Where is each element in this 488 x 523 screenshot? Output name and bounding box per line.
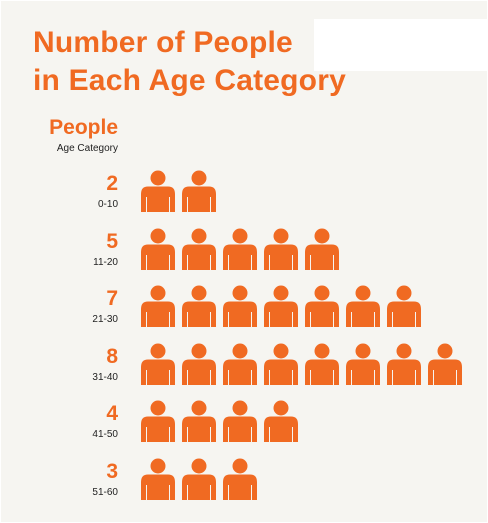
row-value-label: 4: [106, 402, 118, 425]
person-icon: [346, 285, 380, 327]
person-icon: [264, 400, 298, 442]
row-category-label: 21-30: [92, 314, 118, 325]
person-icon: [182, 170, 216, 212]
person-icon: [182, 400, 216, 442]
row-value-label: 8: [106, 344, 118, 368]
person-icon: [223, 458, 257, 500]
person-icon: [182, 343, 216, 385]
person-icon: [223, 285, 257, 327]
chart-title-line-1: Number of People: [33, 26, 293, 59]
person-icon: [141, 458, 175, 500]
person-icon: [346, 343, 380, 385]
person-icon: [264, 228, 298, 270]
row-category-label: 51-60: [92, 486, 118, 498]
row-value-label: 3: [106, 459, 118, 483]
blank-patch: [314, 19, 488, 71]
row-value-label: 7: [106, 287, 118, 310]
person-icon: [141, 285, 175, 327]
row-category-label: 41-50: [92, 429, 118, 440]
value-axis-header: People: [49, 116, 118, 139]
person-icon: [182, 228, 216, 270]
row-value-label: 5: [106, 229, 118, 253]
person-icon: [182, 458, 216, 500]
person-icon: [223, 343, 257, 385]
person-icon: [305, 228, 339, 270]
person-icon: [141, 343, 175, 385]
person-icon: [141, 170, 175, 212]
row-category-label: 31-40: [92, 371, 118, 383]
person-icon: [428, 343, 462, 385]
person-icon: [305, 285, 339, 327]
person-icon: [264, 343, 298, 385]
person-icon: [141, 228, 175, 270]
person-icon: [264, 285, 298, 327]
row-category-label: 0-10: [97, 199, 118, 210]
person-icon: [223, 228, 257, 270]
chart-title-line-2: in Each Age Category: [33, 64, 346, 97]
category-axis-header: Age Category: [56, 143, 118, 154]
person-icon: [223, 400, 257, 442]
person-icon: [387, 343, 421, 385]
person-icon: [182, 285, 216, 327]
person-icon: [141, 400, 175, 442]
person-icon: [387, 285, 421, 327]
row-value-label: 2: [106, 172, 118, 195]
person-icon: [305, 343, 339, 385]
row-category-label: 11-20: [93, 256, 118, 268]
